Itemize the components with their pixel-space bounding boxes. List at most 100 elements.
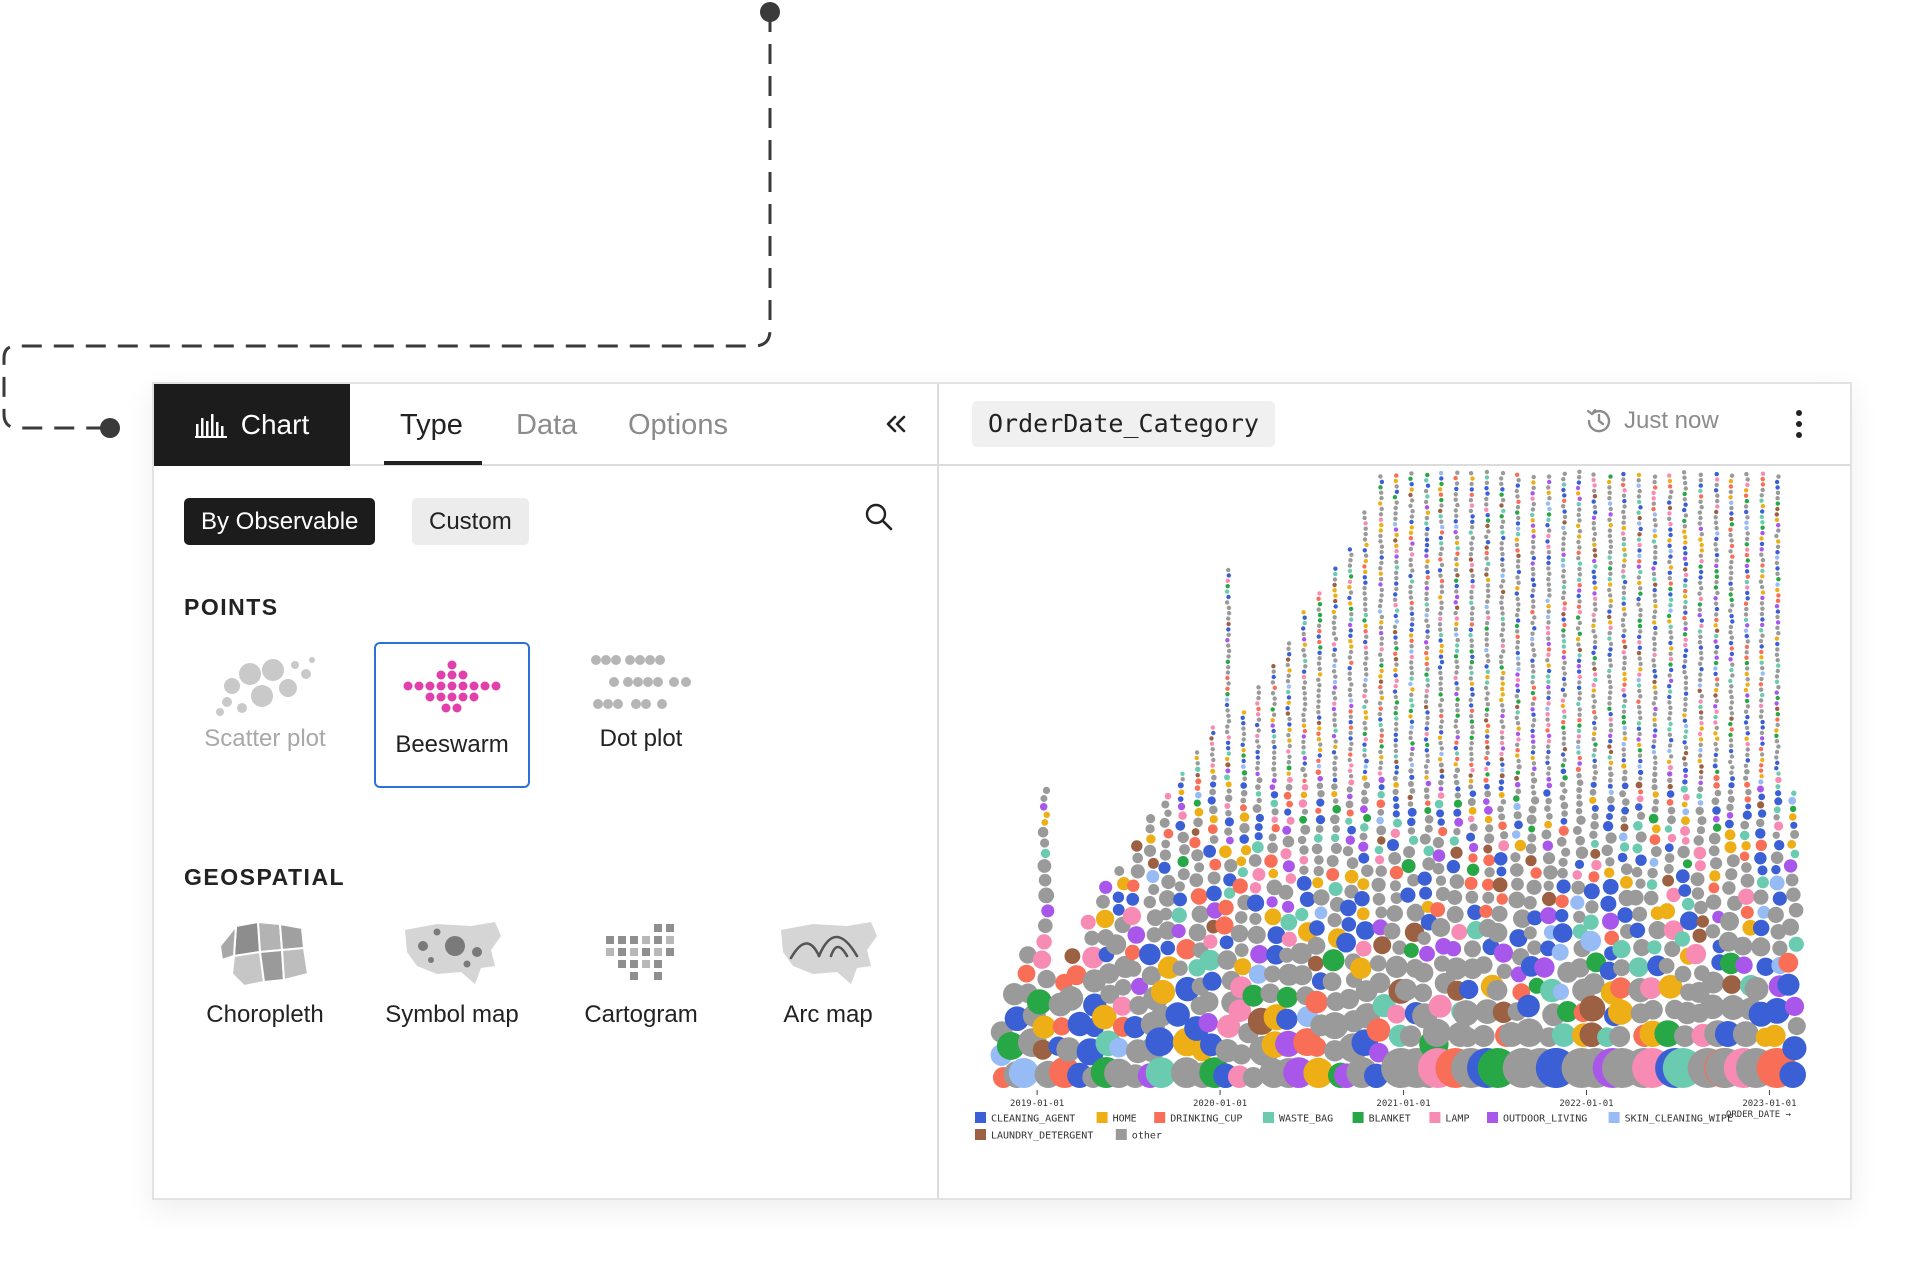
beeswarm-dot [1590,839,1599,848]
beeswarm-dot [1316,737,1322,742]
search-button[interactable] [864,502,894,537]
beeswarm-dot [1485,577,1491,583]
beeswarm-dot [1161,839,1171,849]
beeswarm-dot [1636,737,1641,742]
beeswarm-dot [1378,598,1383,603]
beeswarm-dot [1230,924,1249,943]
beeswarm-dot [1576,512,1581,518]
beeswarm-dot [1191,849,1204,862]
beeswarm-dot [1195,766,1201,772]
chart-tab[interactable]: Chart [154,384,350,466]
beeswarm-dot [1378,517,1384,522]
beeswarm-dot [1527,833,1537,843]
chart-type-symbol-map[interactable]: Symbol map [374,916,530,1031]
beeswarm-dot [1408,730,1413,735]
beeswarm-dot [1224,697,1230,702]
beeswarm-dot [1682,793,1690,801]
beeswarm-dot [1621,806,1629,815]
beeswarm-dot [1282,900,1295,913]
beeswarm-dot [1694,860,1706,872]
beeswarm-dot [1698,650,1704,656]
beeswarm-dot [1484,486,1489,491]
beeswarm-dot [1652,755,1658,760]
beeswarm-dot [1760,757,1765,763]
beeswarm-dot [1226,648,1232,654]
beeswarm-dot [1300,824,1311,835]
beeswarm-dot [1127,879,1140,892]
beeswarm-dot [1407,794,1413,801]
beeswarm-dot [1652,722,1657,728]
beeswarm-dot [1561,810,1568,817]
beeswarm-dot [1608,717,1613,722]
chart-type-beeswarm[interactable]: Beeswarm [374,642,530,788]
beeswarm-dot [1272,772,1277,778]
collapse-panel-button[interactable] [874,402,918,446]
beeswarm-dot [1667,673,1672,678]
beeswarm-dot [1084,930,1100,946]
beeswarm-dot [1485,750,1490,755]
filter-custom[interactable]: Custom [412,498,529,545]
chart-type-scatter-plot[interactable]: Scatter plot [187,646,343,755]
beeswarm-dot [1224,803,1231,809]
beeswarm-dot [1180,771,1185,776]
beeswarm-dot [1226,788,1232,794]
chart-type-label: Scatter plot [204,725,326,752]
beeswarm-dot [1394,559,1399,565]
beeswarm-dot [1779,1061,1806,1088]
beeswarm-dot [1713,741,1718,747]
tab-options[interactable]: Options [628,409,728,441]
beeswarm-dot [1394,554,1399,559]
beeswarm-dot [1484,790,1492,798]
beeswarm-dot [1708,832,1721,845]
beeswarm-dot [1393,748,1399,754]
beeswarm-dot [1714,574,1720,579]
beeswarm-dot [1546,609,1551,614]
beeswarm-dot [1484,545,1489,550]
beeswarm-dot [1447,890,1463,905]
chart-title[interactable]: OrderDate_Category [972,401,1275,447]
beeswarm-dot [1651,566,1656,571]
beeswarm-dot [1160,940,1176,956]
beeswarm-dot [1735,956,1753,974]
beeswarm-dot [1377,603,1383,609]
filter-by-observable[interactable]: By Observable [184,498,376,545]
beeswarm-dot [1424,553,1429,559]
beeswarm-dot [1561,525,1566,530]
chart-type-cartogram[interactable]: Cartogram [563,916,719,1031]
beeswarm-dot [1724,829,1736,841]
beeswarm-dot [1729,500,1734,505]
beeswarm-dot [1408,735,1413,741]
beeswarm-dot [1331,783,1338,790]
beeswarm-dot [1776,631,1781,636]
chart-type-dot-plot[interactable]: Dot plot [563,652,719,755]
beeswarm-dot [1393,732,1398,737]
beeswarm-dot [1333,636,1339,642]
tab-type[interactable]: Type [400,409,463,441]
tab-data[interactable]: Data [516,409,578,441]
beeswarm-dot [1316,661,1322,666]
beeswarm-dot [1255,739,1260,744]
beeswarm-dot [1653,728,1658,733]
beeswarm-dot [1469,595,1474,600]
symbol-map-icon [405,922,501,984]
beeswarm-dot [1255,712,1261,717]
beeswarm-dot [1776,685,1781,690]
beeswarm-dot [1698,672,1703,677]
beeswarm-dot [1545,728,1550,733]
chart-type-arc-map[interactable]: Arc map [750,916,906,1031]
beeswarm-dot [1699,667,1704,672]
beeswarm-dot [1745,704,1751,709]
beeswarm-dot [1515,586,1520,591]
beeswarm-dot [1408,492,1413,498]
beeswarm-dot [1302,653,1307,658]
beeswarm-dot [1745,590,1750,596]
beeswarm-dot [1468,552,1474,557]
beeswarm-dot [1171,923,1186,939]
beeswarm-dot [1651,749,1657,755]
beeswarm-dot [1561,536,1566,541]
beeswarm-dot [1468,627,1474,632]
chart-type-choropleth[interactable]: Choropleth [187,916,343,1031]
more-options-button[interactable] [1789,406,1809,442]
beeswarm-dot [1317,666,1322,672]
beeswarm-dot [1682,897,1695,911]
